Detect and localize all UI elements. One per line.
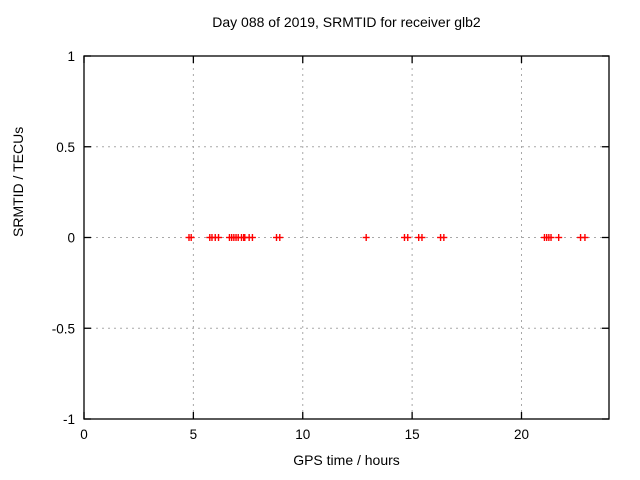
y-tick-label: 0.5 (56, 140, 75, 155)
tick-labels: 0 5 10 15 20 1 0.5 0 -0.5 -1 (52, 49, 529, 442)
data-point-marker (187, 234, 195, 241)
y-tick-label: -1 (63, 412, 75, 427)
data-point-marker (581, 234, 589, 241)
data-point-marker (440, 234, 448, 241)
tick-marks (83, 55, 609, 420)
data-point-marker (404, 234, 412, 241)
x-tick-label: 20 (514, 427, 529, 442)
x-tick-label: 0 (80, 427, 88, 442)
x-axis-label: GPS time / hours (293, 452, 400, 468)
x-tick-label: 15 (405, 427, 420, 442)
x-tick-label: 5 (190, 427, 198, 442)
y-tick-label: 0 (67, 231, 75, 246)
data-point-marker (418, 234, 426, 241)
chart-title: Day 088 of 2019, SRMTID for receiver glb… (212, 14, 481, 30)
data-point-marker (248, 234, 256, 241)
y-tick-label: -0.5 (52, 321, 75, 336)
data-point-marker (555, 234, 563, 241)
data-point-marker (362, 234, 370, 241)
data-point-marker (215, 234, 223, 241)
data-points (185, 234, 589, 241)
data-point-marker (547, 234, 555, 241)
x-tick-label: 10 (295, 427, 310, 442)
y-tick-label: 1 (67, 49, 75, 64)
gridlines (84, 56, 609, 419)
data-point-marker (276, 234, 284, 241)
